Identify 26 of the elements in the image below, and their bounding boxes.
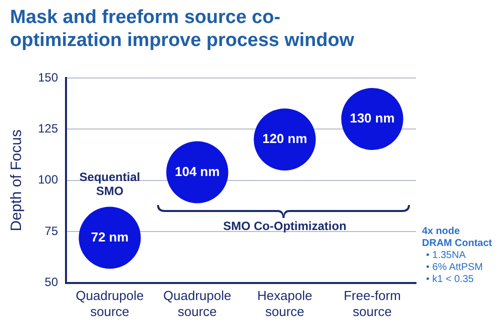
point [78,206,141,269]
x-tick-label: Quadrupole source [163,288,232,319]
data-label: 130 nm [350,110,395,126]
data-label: 72 nm [90,229,129,244]
data-label: 120 nm [262,131,308,146]
x-tick-label: Hexapole source [257,288,312,319]
point [254,108,316,170]
y-axis-title: Depth of Focus [8,130,26,232]
y-tick-label: 50 [44,275,58,290]
y-tick-label: 125 [38,122,58,136]
text: • 1.35NA [425,250,467,262]
y-tick-label: 150 [38,70,58,84]
data-label: 104 nm [174,164,220,179]
x-tick-label: Free-form source [344,288,401,319]
chart-title: Mask and freeform source co-optimization improve process window [10,6,356,52]
text: • 6% AttPSM [425,262,484,274]
point [166,141,228,204]
text: 4x node [422,226,461,238]
point [341,88,404,150]
annotation: Sequential SMO [78,170,142,198]
y-tick-label: 75 [44,224,58,238]
text: • k1 < 0.35 [425,274,475,286]
annotation: SMO Co-Optimization [222,219,348,234]
text: DRAM Contact [422,238,492,250]
y-tick-label: 100 [38,172,58,187]
x-tick-label: Quadrupole source [76,288,144,319]
